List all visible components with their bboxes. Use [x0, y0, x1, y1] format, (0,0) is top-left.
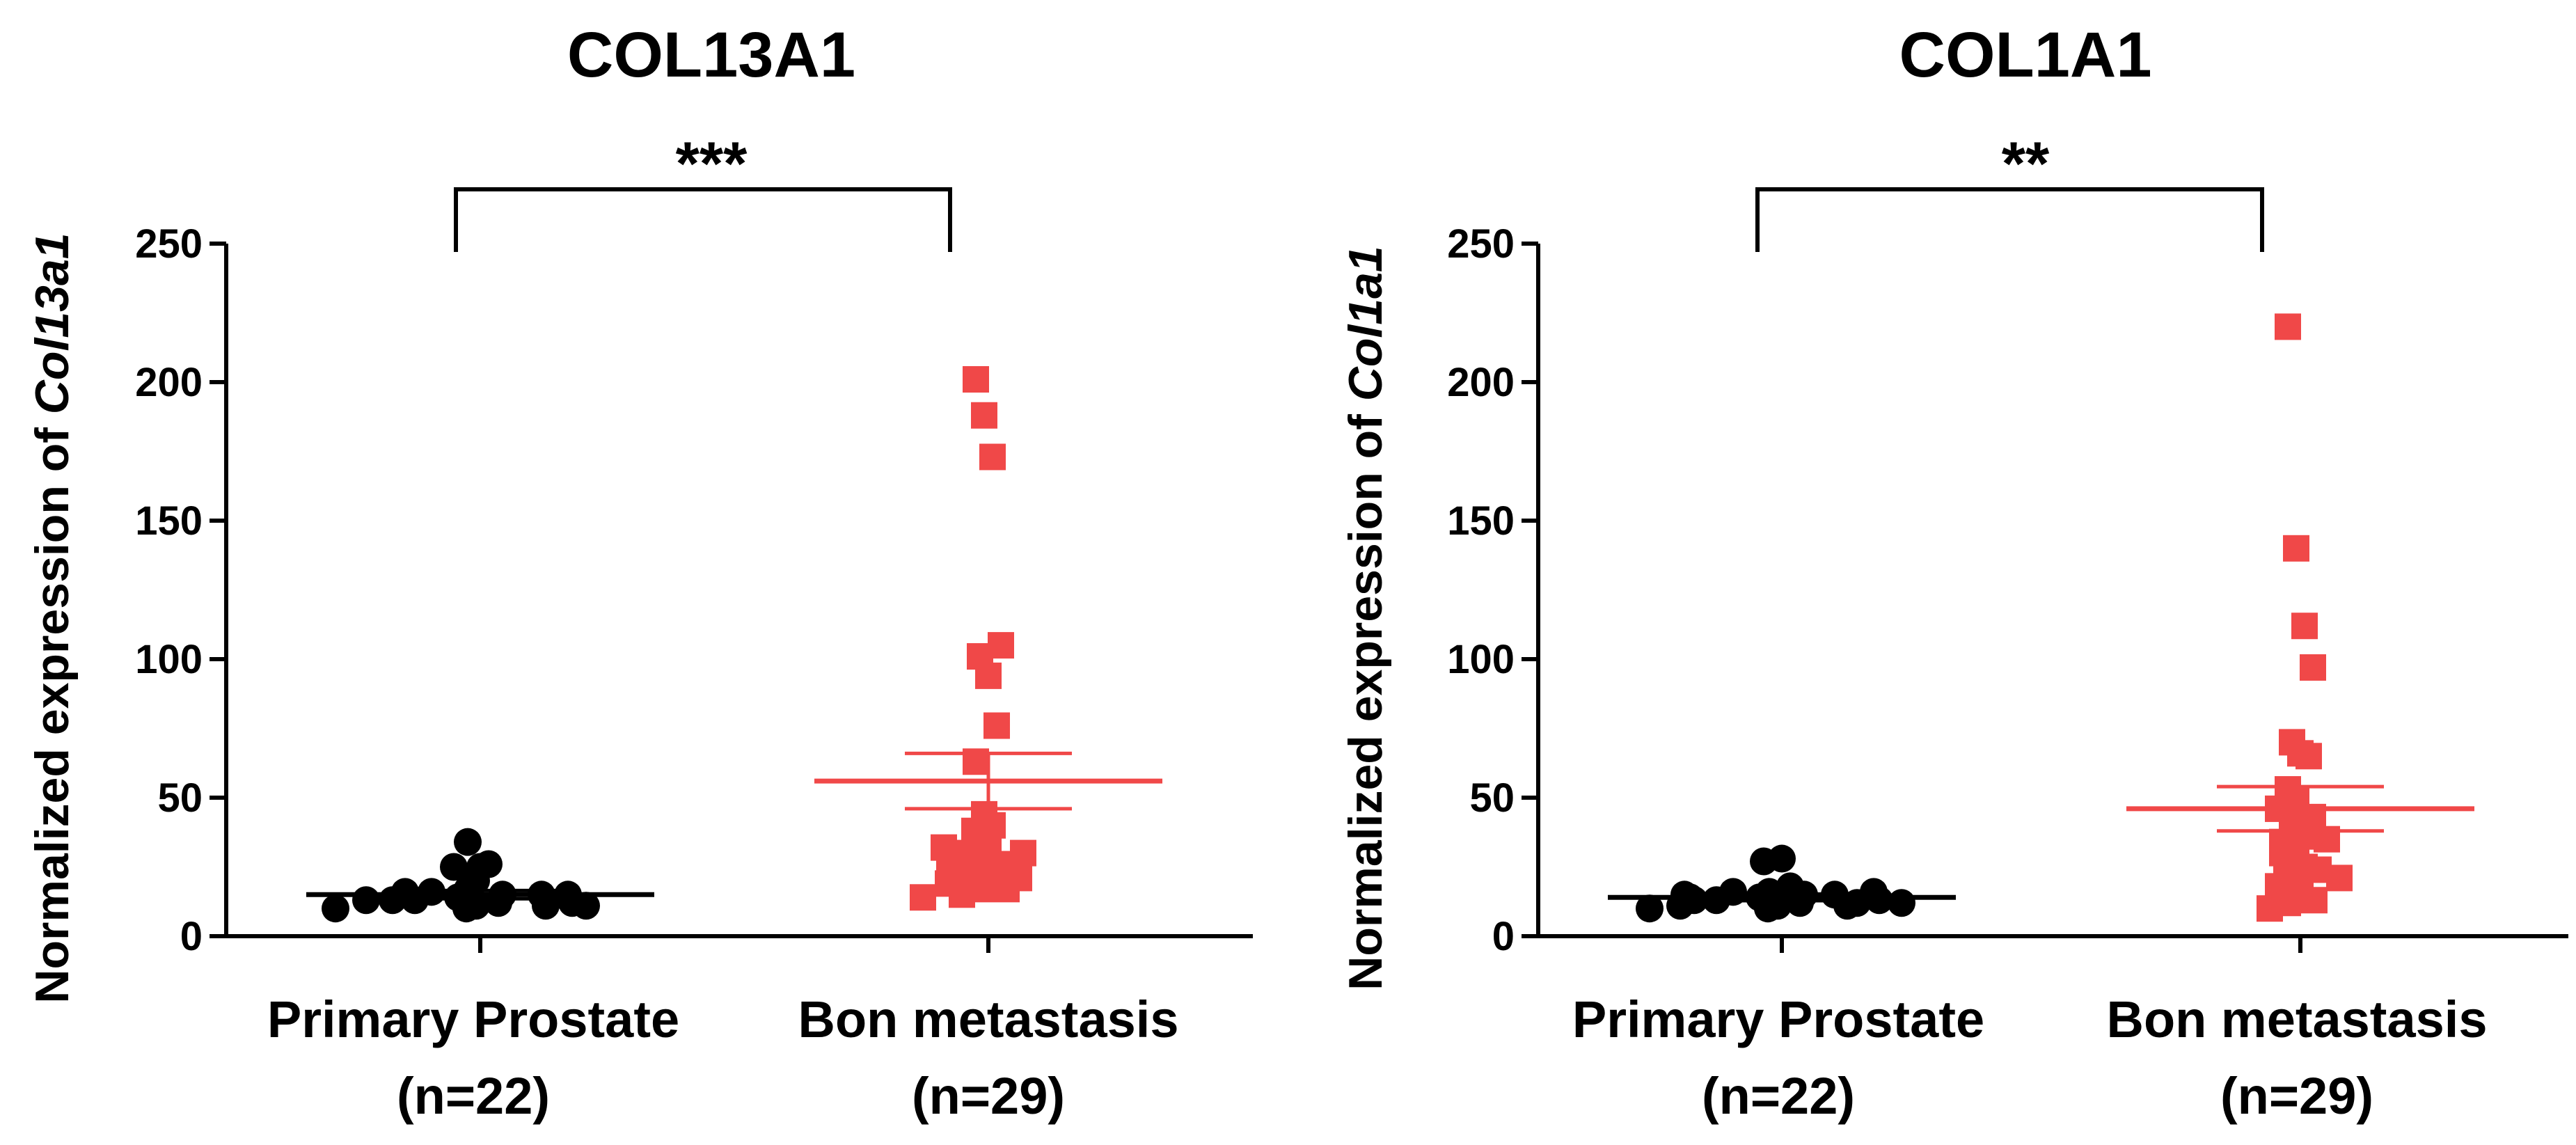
data-point [1888, 889, 1915, 917]
data-point [993, 876, 1020, 903]
data-point [2300, 654, 2326, 681]
data-point [979, 443, 1006, 471]
x-category-label: Bon metastasis [798, 990, 1179, 1048]
y-axis-label-gene: Col1a1 [1339, 246, 1392, 401]
data-point [2305, 856, 2332, 883]
chart-title: COL13A1 [567, 19, 855, 90]
x-category-n-label: (n=22) [397, 1067, 550, 1125]
y-tick-label: 50 [1469, 775, 1515, 821]
data-point [462, 867, 490, 895]
x-category-label: Bon metastasis [2107, 990, 2488, 1048]
data-point [975, 662, 1002, 689]
y-tick-label: 0 [180, 914, 203, 959]
x-category-n-label: (n=29) [912, 1067, 1065, 1125]
data-point [322, 894, 349, 923]
data-point [983, 712, 1010, 739]
significance-bracket [454, 187, 952, 252]
y-axis-label: Normalized expression of Col1a1 [1339, 246, 1392, 990]
data-point [2301, 887, 2328, 914]
significance-bracket [1755, 187, 2264, 252]
data-point [971, 402, 997, 429]
significance-stars: ** [2002, 129, 2050, 198]
data-point [2283, 535, 2309, 562]
data-point [2275, 313, 2301, 340]
data-point [2265, 873, 2291, 900]
y-tick-label: 250 [1447, 221, 1515, 267]
data-point [1750, 847, 1778, 876]
y-axis-label-prefix: Normalized expression of [1339, 401, 1392, 990]
x-category-n-label: (n=22) [1702, 1067, 1855, 1125]
data-point [1670, 881, 1698, 909]
data-point [1865, 886, 1893, 915]
y-tick-label: 100 [1447, 637, 1515, 682]
chart-title: COL1A1 [1899, 19, 2152, 90]
y-tick-label: 200 [1447, 360, 1515, 405]
data-point [454, 828, 482, 856]
data-point [931, 834, 957, 861]
x-category-label: Primary Prostate [267, 990, 679, 1048]
y-axis-label-gene: Col13a1 [26, 232, 79, 414]
y-tick-label: 150 [135, 498, 203, 544]
data-point [910, 884, 936, 911]
y-tick-label: 50 [157, 775, 203, 821]
data-point [975, 826, 1002, 853]
significance-stars: *** [676, 129, 748, 198]
data-point [440, 853, 468, 881]
data-point [935, 870, 961, 897]
chart-col1a1: COL1A1 ** Normalized expression of Col1a… [1339, 19, 2568, 1125]
data-point [963, 366, 989, 393]
y-tick-label: 200 [135, 360, 203, 405]
data-point [2257, 895, 2283, 922]
y-tick-label: 100 [135, 637, 203, 682]
data-point [452, 894, 480, 923]
y-tick-label: 0 [1492, 914, 1515, 959]
y-axis-label: Normalized expression of Col13a1 [26, 232, 79, 1003]
x-category-label: Primary Prostate [1572, 990, 1984, 1048]
data-point [2291, 613, 2318, 640]
y-axis-label-prefix: Normalized expression of [26, 414, 79, 1003]
data-point [352, 886, 380, 915]
data-point [2269, 839, 2296, 867]
x-category-n-label: (n=29) [2220, 1067, 2373, 1125]
chart-col13a1: COL13A1 *** Normalized expression of Col… [26, 19, 1253, 1125]
y-tick-label: 150 [1447, 498, 1515, 544]
data-point [1636, 894, 1664, 923]
y-tick-label: 250 [135, 221, 203, 267]
data-point [2296, 743, 2322, 770]
